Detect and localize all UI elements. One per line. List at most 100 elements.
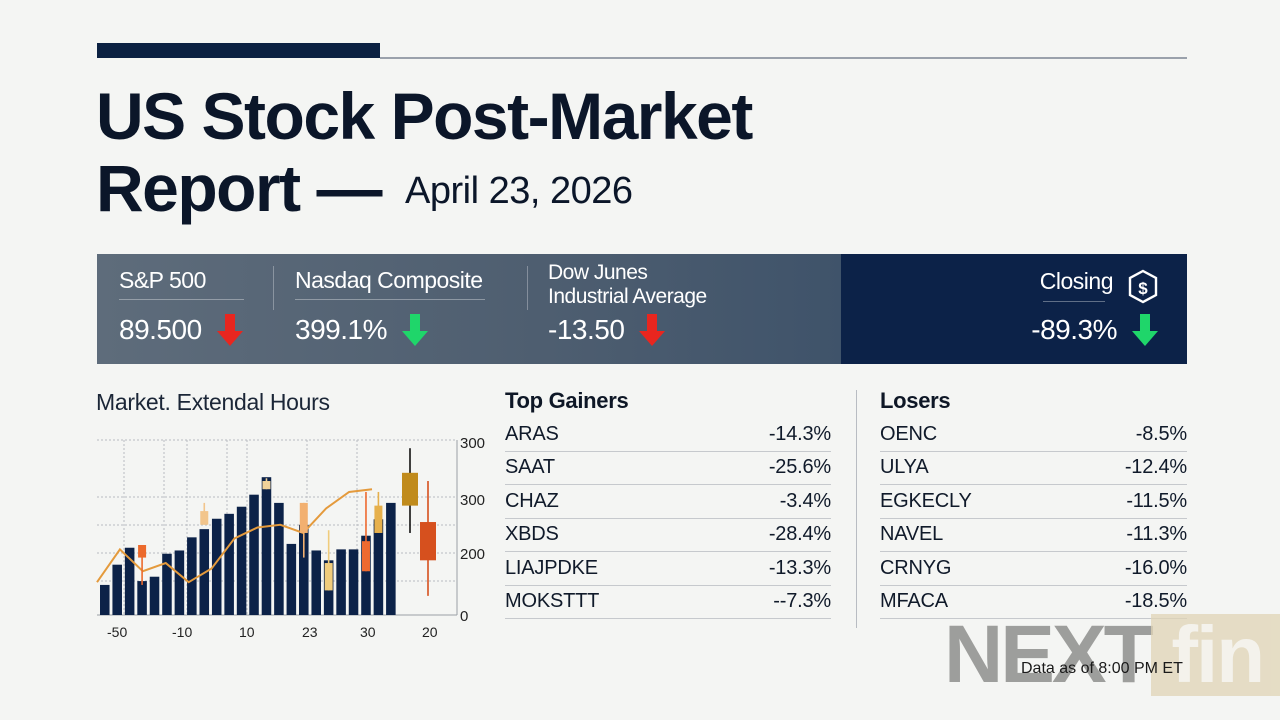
ticker: EGKECLY bbox=[880, 489, 972, 512]
title-line-1: US Stock Post-Market bbox=[96, 79, 753, 153]
table-divider bbox=[856, 390, 857, 628]
nextfin-watermark-logo: NEXT fin bbox=[944, 614, 1280, 696]
ticker: ARAS bbox=[505, 422, 559, 445]
index-dow: Dow Junes Industrial Average -13.50 bbox=[548, 254, 808, 364]
svg-text:10: 10 bbox=[239, 624, 255, 640]
watermark-next: NEXT bbox=[944, 609, 1154, 700]
down-arrow-red-icon bbox=[638, 314, 666, 346]
index-name: Nasdaq Composite bbox=[295, 267, 483, 293]
index-value: 399.1% bbox=[295, 314, 387, 345]
index-nasdaq: Nasdaq Composite 399.1% bbox=[295, 254, 525, 364]
table-row: CHAZ -3.4% bbox=[505, 485, 831, 519]
watermark-fin: fin bbox=[1150, 614, 1280, 696]
percent-change: -25.6% bbox=[768, 456, 831, 479]
percent-change: --7.3% bbox=[773, 590, 831, 613]
percent-change: -28.4% bbox=[768, 523, 831, 546]
percent-change: -13.3% bbox=[768, 556, 831, 579]
table-row: LIAJPDKE -13.3% bbox=[505, 552, 831, 586]
index-value: 89.500 bbox=[119, 314, 202, 345]
ticker: ULYA bbox=[880, 456, 929, 479]
index-name: Dow Junes Industrial Average bbox=[548, 261, 707, 309]
index-divider bbox=[273, 266, 274, 310]
index-value-row: 89.500 bbox=[119, 314, 244, 346]
table-row: MOKSTTT --7.3% bbox=[505, 586, 831, 619]
table-row: EGKECLY -11.5% bbox=[880, 485, 1187, 519]
y-axis-ticks: 300 300 200 0 bbox=[460, 435, 485, 625]
svg-text:23: 23 bbox=[302, 624, 318, 640]
index-value-row: 399.1% bbox=[295, 314, 429, 346]
top-gainers-table: Top Gainers ARAS -14.3% SAAT -25.6% CHAZ -3.4… bbox=[505, 388, 831, 619]
table-row: SAAT -25.6% bbox=[505, 452, 831, 485]
x-axis-ticks: -50 -10 10 23 30 20 bbox=[107, 624, 438, 640]
page-title: US Stock Post-Market Report — April 23, 2… bbox=[96, 79, 753, 227]
index-name-line-1: Dow Junes bbox=[548, 261, 648, 284]
svg-text:200: 200 bbox=[460, 546, 485, 563]
table-row: NAVEL -11.3% bbox=[880, 519, 1187, 552]
ticker: SAAT bbox=[505, 456, 555, 479]
report-date: April 23, 2026 bbox=[405, 170, 633, 212]
svg-text:$: $ bbox=[1138, 279, 1148, 298]
percent-change: -18.5% bbox=[1124, 590, 1187, 613]
ticker: LIAJPDKE bbox=[505, 556, 598, 579]
svg-text:300: 300 bbox=[460, 435, 485, 452]
index-value-row: -13.50 bbox=[548, 314, 666, 346]
percent-change: -12.4% bbox=[1124, 456, 1187, 479]
volume-bars bbox=[100, 477, 396, 615]
index-rule bbox=[295, 299, 485, 300]
down-arrow-green-icon bbox=[401, 314, 429, 346]
dollar-shield-icon: $ bbox=[1127, 269, 1159, 305]
losers-table: Losers OENC -8.5% ULYA -12.4% EGKECLY -11.5% N… bbox=[880, 388, 1187, 619]
candlesticks bbox=[138, 448, 436, 596]
svg-text:30: 30 bbox=[360, 624, 376, 640]
chart-title: Market. Extendal Hours bbox=[96, 389, 330, 415]
svg-text:-50: -50 bbox=[107, 624, 127, 640]
index-name: S&P 500 bbox=[119, 267, 206, 293]
header-accent-bar bbox=[97, 43, 380, 58]
data-timestamp: Data as of 8:00 PM ET bbox=[1021, 660, 1183, 677]
index-divider bbox=[527, 266, 528, 310]
percent-change: -14.3% bbox=[768, 422, 831, 445]
table-row: ARAS -14.3% bbox=[505, 418, 831, 452]
percent-change: -11.3% bbox=[1126, 523, 1187, 546]
down-arrow-red-icon bbox=[216, 314, 244, 346]
svg-text:-10: -10 bbox=[172, 624, 192, 640]
ticker: NAVEL bbox=[880, 523, 944, 546]
losers-title: Losers bbox=[880, 388, 951, 413]
index-value: -89.3% bbox=[1031, 314, 1117, 345]
index-band-right: Closing $ -89.3% bbox=[841, 254, 1187, 364]
ticker: CRNYG bbox=[880, 556, 952, 579]
title-line-2: Report — bbox=[96, 151, 383, 225]
chart-canvas: 300 300 200 0 -50 -10 10 23 30 20 bbox=[96, 435, 485, 640]
ticker: XBDS bbox=[505, 523, 559, 546]
index-value: -13.50 bbox=[548, 314, 625, 345]
percent-change: -11.5% bbox=[1126, 489, 1187, 512]
ticker: OENC bbox=[880, 422, 937, 445]
percent-change: -3.4% bbox=[779, 489, 831, 512]
table-row: ULYA -12.4% bbox=[880, 452, 1187, 485]
table-row: XBDS -28.4% bbox=[505, 519, 831, 552]
svg-text:0: 0 bbox=[460, 608, 468, 625]
extended-hours-chart: 300 300 200 0 -50 -10 10 23 30 20 bbox=[92, 420, 492, 650]
header-rule bbox=[380, 57, 1187, 59]
index-sp500: S&P 500 89.500 bbox=[97, 254, 272, 364]
svg-text:300: 300 bbox=[460, 492, 485, 509]
index-name: Closing bbox=[1039, 268, 1114, 294]
index-summary-band: S&P 500 89.500 Nasdaq Composite 399.1% bbox=[97, 254, 1187, 364]
index-closing: Closing $ -89.3% bbox=[959, 254, 1159, 364]
ticker: MOKSTTT bbox=[505, 590, 600, 613]
percent-change: -8.5% bbox=[1135, 422, 1187, 445]
index-band-left: S&P 500 89.500 Nasdaq Composite 399.1% bbox=[97, 254, 841, 364]
percent-change: -16.0% bbox=[1124, 556, 1187, 579]
index-rule bbox=[119, 299, 244, 300]
index-value-row: -89.3% bbox=[1031, 314, 1159, 346]
ticker: MFACA bbox=[880, 590, 948, 613]
ticker: CHAZ bbox=[505, 489, 559, 512]
table-row: MFACA -18.5% bbox=[880, 586, 1187, 619]
gainers-title: Top Gainers bbox=[505, 388, 629, 413]
svg-text:20: 20 bbox=[422, 624, 438, 640]
table-row: CRNYG -16.0% bbox=[880, 552, 1187, 586]
down-arrow-green-icon bbox=[1131, 314, 1159, 346]
table-row: OENC -8.5% bbox=[880, 418, 1187, 452]
index-name-line-2: Industrial Average bbox=[548, 285, 707, 308]
index-rule bbox=[1043, 301, 1105, 302]
